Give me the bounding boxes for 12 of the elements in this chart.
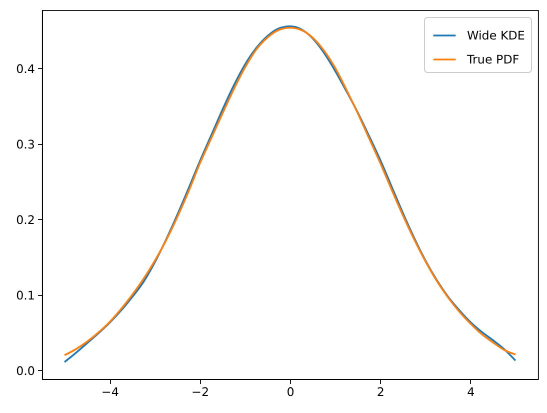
x-tick-label: −2 — [192, 385, 210, 399]
x-tick-label: 0 — [286, 385, 294, 399]
legend-label: Wide KDE — [467, 28, 525, 42]
y-tick-label: 0.0 — [16, 364, 35, 378]
x-tick-label: 2 — [376, 385, 384, 399]
y-tick-label: 0.1 — [16, 288, 35, 302]
x-tick-label: −4 — [101, 385, 119, 399]
y-tick-label: 0.4 — [16, 62, 35, 76]
legend-label: True PDF — [466, 52, 520, 66]
y-tick-label: 0.2 — [16, 212, 35, 227]
y-tick-label: 0.3 — [16, 137, 35, 152]
x-tick-label: 4 — [467, 385, 475, 399]
